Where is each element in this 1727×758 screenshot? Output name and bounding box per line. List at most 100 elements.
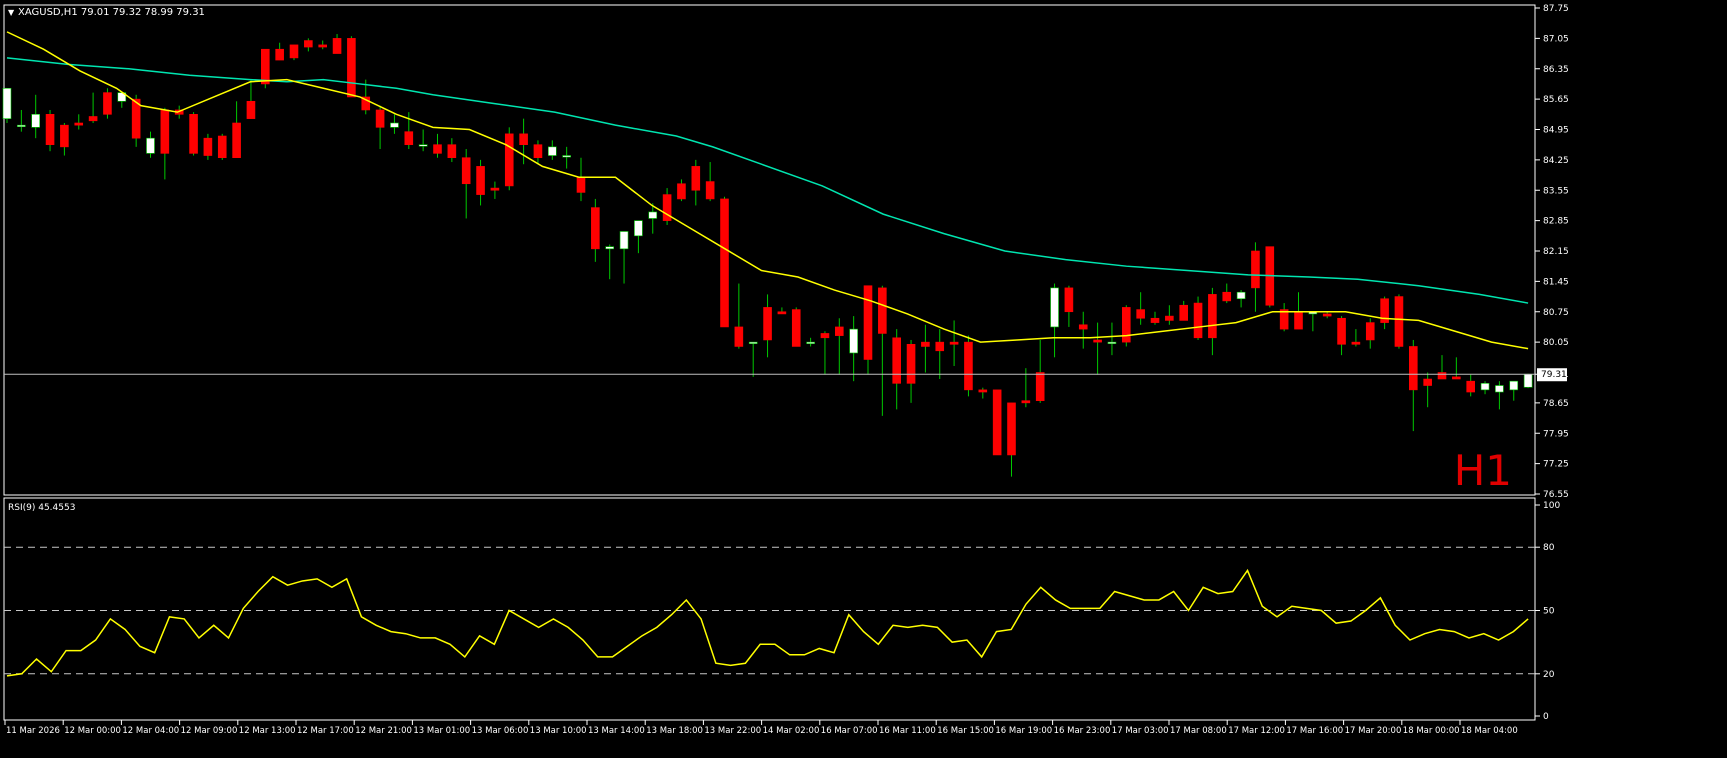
candle	[1050, 283, 1059, 358]
candle	[734, 283, 744, 349]
candle	[677, 179, 686, 202]
bear-candle-body	[332, 38, 342, 54]
candle	[275, 42, 284, 61]
candle	[60, 122, 69, 156]
bear-candle-body	[131, 98, 141, 139]
bear-candle-body	[878, 287, 887, 334]
time-tick-label: 13 Mar 10:00	[530, 726, 587, 736]
candle	[619, 231, 629, 284]
bear-candle-body	[892, 337, 902, 384]
candle	[777, 307, 787, 315]
time-axis[interactable]: 11 Mar 2026 12 Mar 00:00 12 Mar 04:00 12 Ma…	[4, 720, 1518, 736]
time-tick-label: 13 Mar 01:00	[413, 726, 470, 736]
bear-candle-body	[103, 92, 112, 115]
bull-candle-body	[2, 87, 12, 119]
bear-candle-body	[504, 133, 514, 187]
time-tick-label: 12 Mar 09:00	[181, 726, 238, 736]
candle	[418, 129, 428, 152]
candle	[748, 341, 758, 377]
bull-candle-body	[562, 155, 571, 158]
candle	[2, 87, 12, 123]
symbol-menu-arrow-icon[interactable]: ▼	[8, 8, 15, 17]
bear-candle-body	[834, 326, 844, 336]
rsi-pane[interactable]: RSI(9) 45.4553	[3, 497, 1536, 721]
time-tick-label: 12 Mar 17:00	[297, 726, 354, 736]
price-tick-label: 77.95	[1543, 429, 1569, 439]
candle	[1322, 311, 1332, 319]
rsi-title: RSI(9) 45.4553	[8, 503, 75, 513]
time-tick-label: 13 Mar 22:00	[704, 726, 761, 736]
candle	[17, 109, 26, 132]
bear-candle-body	[921, 341, 930, 347]
candle	[1337, 316, 1346, 356]
candle	[964, 335, 973, 397]
bear-candle-body	[88, 116, 98, 122]
bear-candle-body	[1179, 304, 1188, 321]
candle	[1380, 296, 1389, 330]
candle	[103, 88, 112, 119]
bear-candle-body	[1380, 298, 1389, 323]
candle	[1107, 322, 1117, 356]
candle	[763, 294, 772, 358]
bear-candle-body	[1222, 291, 1232, 302]
bear-candle-body	[246, 100, 256, 119]
timeframe-label: H1	[1454, 446, 1512, 495]
bear-candle-body	[433, 144, 442, 154]
candle	[1251, 242, 1260, 312]
price-tick-label: 87.75	[1543, 4, 1569, 14]
rsi-tick-label: 20	[1543, 670, 1555, 680]
candle	[921, 324, 930, 373]
candle	[347, 36, 356, 98]
candle	[1480, 381, 1490, 395]
bull-candle-body	[547, 146, 557, 156]
bear-candle-body	[1007, 402, 1016, 456]
candle	[533, 140, 543, 165]
price-tick-label: 82.15	[1543, 247, 1569, 257]
candle	[1222, 283, 1232, 304]
bull-candle-body	[1107, 341, 1117, 344]
bear-candle-body	[1193, 302, 1203, 339]
rsi-line	[6, 568, 1529, 677]
candle	[31, 94, 41, 139]
bear-candle-body	[1122, 307, 1131, 343]
bear-candle-body	[1078, 324, 1088, 330]
candle	[547, 140, 557, 160]
bull-candle-body	[1236, 291, 1246, 300]
bear-candle-body	[404, 131, 414, 145]
price-tick-label: 80.75	[1543, 308, 1569, 318]
candle	[461, 149, 471, 219]
bear-candle-body	[1093, 339, 1102, 343]
bear-candle-body	[992, 389, 1002, 456]
current-price-tag: 79.31	[1537, 368, 1567, 382]
bear-candle-body	[533, 144, 543, 159]
price-tick-label: 84.95	[1543, 126, 1569, 136]
bear-candle-body	[217, 135, 227, 159]
time-tick-label: 17 Mar 20:00	[1345, 726, 1402, 736]
price-tick-label: 84.25	[1543, 156, 1569, 166]
bear-candle-body	[705, 181, 715, 200]
candle	[1007, 402, 1016, 477]
rsi-levels	[4, 546, 1535, 675]
bull-candle-body	[1509, 380, 1519, 391]
price-pane[interactable]: ▼ XAGUSD,H1 79.01 79.32 78.99 79.31 H1	[2, 4, 1536, 496]
bull-candle-body	[17, 124, 26, 127]
time-tick-label: 14 Mar 02:00	[763, 726, 820, 736]
time-tick-label: 13 Mar 14:00	[588, 726, 645, 736]
bear-candle-body	[1466, 380, 1475, 393]
candle	[476, 159, 485, 206]
candle	[447, 138, 457, 163]
bear-candle-body	[347, 38, 356, 98]
candle	[74, 114, 84, 130]
bear-candle-body	[1452, 376, 1461, 380]
bear-candle-body	[677, 183, 686, 200]
price-tick-label: 81.45	[1543, 277, 1569, 287]
bull-candle-body	[1050, 287, 1059, 328]
rsi-pane-border	[3, 497, 1536, 721]
candle	[1279, 303, 1289, 332]
time-tick-label: 13 Mar 18:00	[646, 726, 703, 736]
rsi-tick-label: 100	[1543, 501, 1560, 511]
time-tick-label: 17 Mar 16:00	[1286, 726, 1343, 736]
